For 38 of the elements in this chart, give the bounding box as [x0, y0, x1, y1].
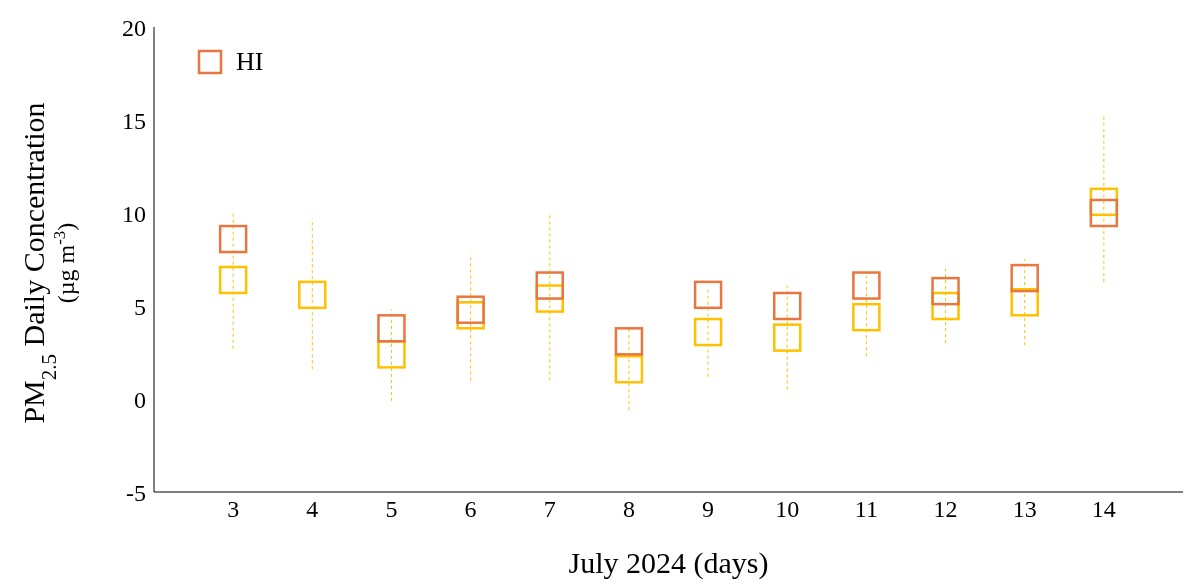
point [535, 271, 565, 300]
y-tick-label: -5 [126, 479, 146, 506]
point [1089, 198, 1119, 228]
point [693, 280, 723, 310]
point [693, 317, 723, 347]
point [772, 323, 802, 352]
y-tick-label: 10 [122, 200, 146, 227]
point [298, 280, 327, 310]
point [614, 327, 644, 356]
x-tick-label: 9 [702, 496, 715, 523]
x-axis-title: July 2024 (days) [567, 546, 770, 580]
x-tick-label: 10 [775, 496, 800, 523]
point [772, 291, 802, 321]
point [456, 295, 485, 324]
point [614, 354, 644, 384]
x-tick-label: 3 [227, 496, 240, 523]
point [931, 276, 960, 306]
point [218, 224, 248, 254]
x-tick-label: 4 [306, 496, 319, 523]
y-tick-label: 0 [134, 386, 146, 413]
x-tick-label: 7 [543, 496, 556, 523]
x-tick-label: 6 [464, 496, 477, 523]
y-tick-label: 5 [134, 293, 146, 320]
point [852, 302, 881, 332]
point [218, 265, 248, 295]
x-tick-label: 8 [622, 496, 635, 523]
point [852, 271, 881, 300]
x-tick-label: 12 [933, 496, 958, 523]
x-tick-label: 11 [854, 496, 878, 523]
y-tick-label: 15 [122, 107, 146, 134]
point [377, 314, 406, 343]
point [1010, 263, 1039, 293]
point [1010, 288, 1039, 317]
x-tick-label: 14 [1091, 496, 1116, 523]
x-tick-label: 13 [1012, 496, 1037, 523]
y-tick-label: 20 [122, 14, 146, 41]
x-tick-label: 5 [385, 496, 398, 523]
legend-label: HI [236, 47, 264, 77]
